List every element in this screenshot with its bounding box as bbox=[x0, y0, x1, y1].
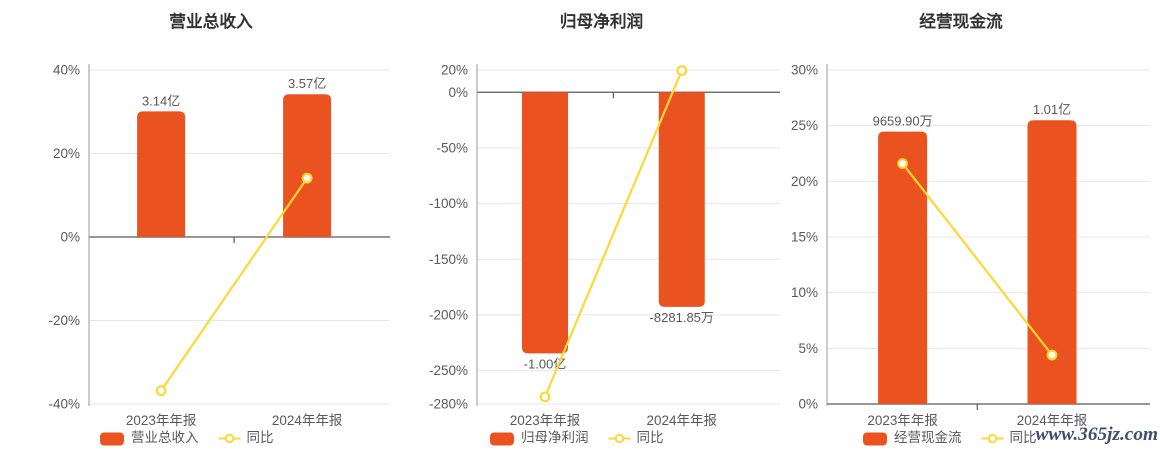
svg-text:营业总收入: 营业总收入 bbox=[169, 11, 253, 31]
svg-text:0%: 0% bbox=[798, 397, 818, 412]
svg-text:-150%: -150% bbox=[429, 252, 468, 267]
svg-text:0%: 0% bbox=[448, 85, 468, 100]
svg-text:2024年年报: 2024年年报 bbox=[646, 413, 717, 428]
svg-text:20%: 20% bbox=[53, 146, 80, 161]
svg-text:20%: 20% bbox=[441, 63, 468, 78]
svg-text:2024年年报: 2024年年报 bbox=[272, 413, 343, 428]
svg-text:2023年年报: 2023年年报 bbox=[867, 413, 938, 428]
svg-text:-8281.85万: -8281.85万 bbox=[650, 310, 714, 325]
svg-text:-200%: -200% bbox=[429, 307, 468, 322]
svg-text:-20%: -20% bbox=[48, 313, 80, 328]
svg-text:3.57亿: 3.57亿 bbox=[288, 76, 326, 91]
svg-text:1.01亿: 1.01亿 bbox=[1033, 102, 1071, 117]
svg-text:3.14亿: 3.14亿 bbox=[142, 93, 180, 108]
svg-text:-250%: -250% bbox=[429, 363, 468, 378]
svg-text:9659.90万: 9659.90万 bbox=[873, 114, 933, 129]
svg-text:归母净利润: 归母净利润 bbox=[560, 11, 643, 31]
svg-text:-50%: -50% bbox=[436, 140, 468, 155]
svg-text:20%: 20% bbox=[791, 174, 818, 189]
svg-text:40%: 40% bbox=[53, 63, 80, 78]
svg-text:0%: 0% bbox=[60, 230, 80, 245]
svg-text:-100%: -100% bbox=[429, 196, 468, 211]
svg-text:30%: 30% bbox=[791, 63, 818, 78]
svg-text:同比: 同比 bbox=[637, 430, 664, 445]
svg-text:归母净利润: 归母净利润 bbox=[521, 429, 589, 445]
svg-text:15%: 15% bbox=[791, 230, 818, 245]
svg-text:-40%: -40% bbox=[48, 397, 80, 412]
svg-text:经营现金流: 经营现金流 bbox=[894, 430, 962, 445]
svg-text:经营现金流: 经营现金流 bbox=[919, 11, 1003, 31]
svg-text:25%: 25% bbox=[791, 118, 818, 133]
svg-text:2023年年报: 2023年年报 bbox=[510, 413, 581, 428]
svg-text:10%: 10% bbox=[791, 285, 818, 300]
svg-text:5%: 5% bbox=[798, 341, 818, 356]
svg-text:同比: 同比 bbox=[247, 430, 274, 445]
svg-text:-280%: -280% bbox=[429, 397, 468, 412]
svg-text:营业总收入: 营业总收入 bbox=[131, 430, 199, 445]
svg-text:同比: 同比 bbox=[1010, 430, 1037, 445]
svg-text:2023年年报: 2023年年报 bbox=[126, 413, 197, 428]
